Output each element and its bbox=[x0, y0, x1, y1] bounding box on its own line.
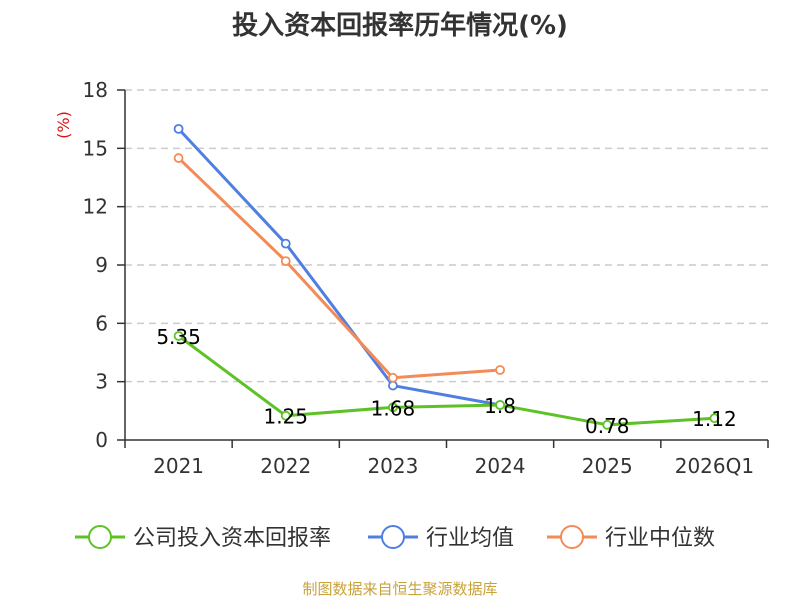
data-point-industry_median bbox=[495, 365, 505, 375]
legend-label-industry_median: 行业中位数 bbox=[605, 526, 715, 551]
data-labels: 5.35 1.25 1.68 1.8 0.78 1.12 bbox=[156, 325, 736, 438]
series-line-industry_median bbox=[177, 156, 501, 380]
source-note: 制图数据来自恒生聚源数据库 bbox=[302, 580, 497, 598]
data-point-company bbox=[602, 419, 613, 430]
data-point-industry_avg bbox=[280, 238, 291, 249]
data-point-industry_median bbox=[388, 372, 398, 383]
data-point-company bbox=[495, 400, 505, 410]
y-tick-label: 15 bbox=[83, 136, 108, 160]
legend-marker-industry_median bbox=[560, 525, 584, 549]
grid bbox=[125, 89, 768, 383]
legend: 公司投入资本回报率 行业均值 行业中位数 bbox=[75, 525, 715, 551]
series-layer bbox=[173, 123, 720, 430]
data-point-company bbox=[709, 413, 720, 424]
data-point-company bbox=[173, 331, 184, 341]
data-label: 1.68 bbox=[371, 396, 416, 420]
data-point-industry_median bbox=[173, 153, 184, 163]
chart-title: 投入资本回报率历年情况(%) bbox=[232, 10, 568, 41]
x-tick-label: 2023 bbox=[367, 454, 418, 478]
y-tick-label: 3 bbox=[95, 370, 108, 394]
x-tick-label: 2021 bbox=[153, 454, 204, 478]
y-tick-label: 6 bbox=[95, 311, 108, 335]
series-line-company bbox=[177, 334, 715, 427]
data-point-industry_avg bbox=[173, 123, 184, 134]
legend-marker-company bbox=[88, 525, 112, 549]
y-tick-label: 9 bbox=[95, 253, 108, 277]
legend-label-company: 公司投入资本回报率 bbox=[133, 526, 331, 551]
series-line-industry_avg bbox=[177, 127, 501, 407]
y-tick-label: 18 bbox=[83, 78, 108, 102]
axes: 0 3 6 9 12 15 18 2021 2022 2023 2024 2025 2026Q1 bbox=[83, 78, 769, 478]
x-tick-label: 2025 bbox=[582, 454, 633, 478]
data-point-company bbox=[280, 410, 291, 421]
y-tick-label: 12 bbox=[83, 195, 108, 219]
data-point-company bbox=[388, 402, 398, 413]
x-tick-label: 2026Q1 bbox=[675, 454, 754, 478]
legend-marker-industry_avg bbox=[381, 525, 405, 549]
data-label: 5.35 bbox=[156, 325, 201, 349]
data-label: 1.8 bbox=[484, 394, 516, 418]
data-label: 1.12 bbox=[692, 407, 737, 431]
data-label: 0.78 bbox=[585, 414, 630, 438]
data-point-industry_median bbox=[280, 256, 291, 267]
y-tick-label: 0 bbox=[95, 428, 108, 452]
y-axis-label: (%) bbox=[54, 111, 73, 139]
legend-label-industry_avg: 行业均值 bbox=[426, 526, 514, 551]
x-tick-label: 2024 bbox=[475, 454, 526, 478]
data-label: 1.25 bbox=[263, 405, 308, 429]
data-point-industry_avg bbox=[388, 380, 398, 391]
x-tick-label: 2022 bbox=[260, 454, 311, 478]
